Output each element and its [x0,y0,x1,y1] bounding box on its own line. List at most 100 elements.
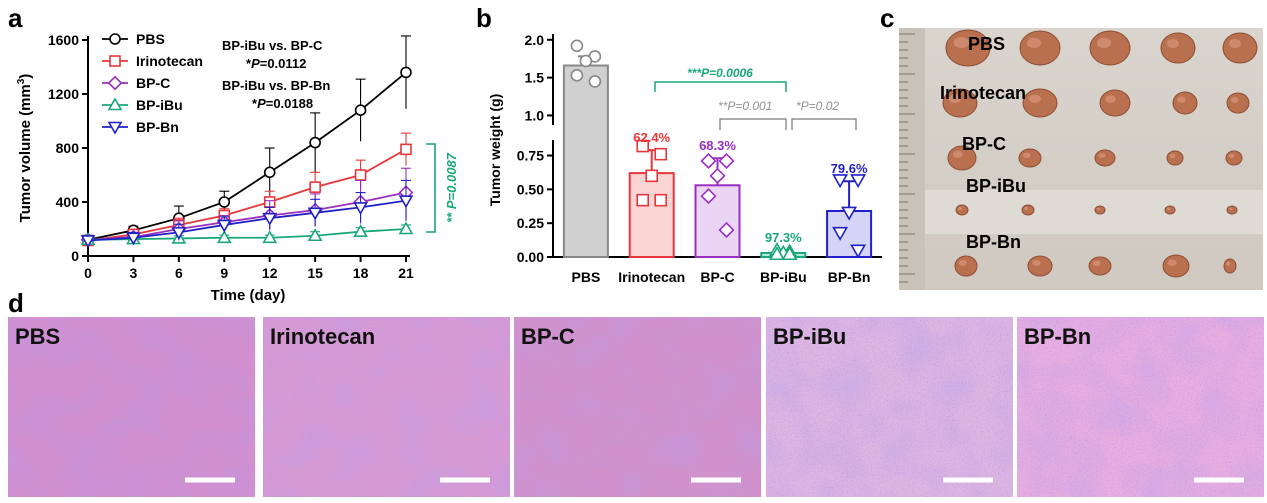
histology-label: BP-C [521,324,575,349]
data-point [398,221,414,235]
bar [562,64,609,258]
x-tick-label: 9 [220,265,228,281]
significance-bracket-a [426,143,436,233]
tumor [1094,149,1116,167]
category-label: BP-Bn [828,269,871,285]
data-point [353,202,368,216]
inhibition-label: 79.6% [831,161,868,176]
x-tick-label: 15 [307,265,323,281]
panel-label-b: b [476,3,492,33]
bar [628,172,675,258]
tumor-highlight [1027,37,1041,49]
data-point [579,54,593,68]
bar-group-pbs: PBS [562,39,609,285]
y-tick-label: 1600 [48,32,79,48]
bar-group-bp-bn: BP-Bn 79.6% [826,161,873,285]
data-point [570,39,584,53]
annotation-p-0112: *P=0.0112 [246,56,306,71]
data-point [307,207,323,221]
data-point [850,174,867,189]
tumor-highlight [1032,260,1041,266]
tumor-highlight [1230,97,1239,103]
data-point [80,235,96,249]
tumor-highlight [1228,39,1241,48]
tumor [1226,205,1238,215]
tumor-highlight [952,150,963,158]
tumor-highlight [1028,94,1041,104]
tumor [1160,32,1196,64]
data-point [400,66,412,79]
tumor-highlight [953,37,970,48]
tumor-highlight [958,260,967,266]
tumor [1223,258,1237,274]
tumor-highlight [1105,95,1116,103]
data-point [262,212,278,226]
legend-label: BP-Bn [136,119,179,135]
ylabel-tumor-weight: Tumor weight (g) [487,94,503,207]
y-tick-label: 1.0 [525,107,545,123]
data-point [700,188,717,205]
data-point [850,244,867,259]
data-point [262,230,278,244]
data-point [218,196,231,208]
tumor-volume-axes: 0 400 800 1200 1600 0 3 6 9 12 15 18 21 [48,32,414,281]
tumor-volume-series [80,35,414,249]
x-tick-label: 12 [262,265,278,281]
histology-panel-bp-ibu: BP-iBu [766,317,1013,497]
data-point [354,169,367,181]
inhibition-label: 68.3% [699,138,736,153]
series-line [87,191,407,241]
tumor-highlight [1022,152,1031,158]
tissue-nuclei-texture [766,317,1013,497]
data-point [636,193,650,207]
annotation-bpibu-vs-bpbn: BP-iBu vs. BP-Bn [222,78,330,93]
category-label: Irinotecan [618,269,685,285]
data-point [588,75,602,88]
data-point [400,143,412,156]
sig-bracket-irinotecan-bpibu [654,81,787,92]
legend-item-bp-c: BP-C [102,75,170,91]
y-tick-label: 800 [56,140,80,156]
data-point [841,206,858,221]
xlabel-time: Time (day) [211,287,286,304]
data-point [781,246,798,261]
legend-item-bp-ibu: BP-iBu [102,97,183,113]
data-point [126,232,141,246]
bar-group-bp-c: BP-C 68.3% [694,138,741,285]
tumor-highlight [1096,207,1101,210]
photo-paper-strip [899,190,1263,234]
x-tick-label: 3 [130,265,138,281]
category-label: PBS [572,269,601,285]
x-tick-label: 21 [398,265,414,281]
data-point [570,69,584,82]
tumor-highlight [948,94,961,104]
bar-group-irinotecan: Irinotecan 62.4% [618,130,685,285]
series-line [87,71,407,241]
tumor-highlight [1228,207,1233,210]
histology-panel-irinotecan: Irinotecan [263,317,510,497]
ruler [899,28,925,290]
tumor-highlight [1098,153,1106,159]
data-point [654,147,668,161]
ylabel-tumor-volume: Tumor volume (mm3) [16,74,34,223]
data-point [353,224,368,237]
sig-text-001: **P=0.001 [718,99,772,113]
photo-label-bpibu: BP-iBu [966,176,1026,196]
annotation-bpibu-vs-bpc: BP-iBu vs. BP-C [222,38,323,53]
sig-text-0006: ***P=0.0006 [687,66,753,80]
sig-bracket-bpc-bpibu [719,118,787,130]
tumor [1166,150,1184,166]
series-line [87,199,407,242]
photo-label-bpbn: BP-Bn [966,232,1021,252]
data-point [263,166,276,179]
tumor [954,255,978,277]
y-tick-label: 2.0 [525,32,545,48]
data-point [216,219,232,233]
tumor-highlight [1092,260,1101,266]
tumor [1027,255,1053,277]
tumor-highlight [1169,153,1176,158]
data-point [309,136,321,149]
tumor [1099,89,1131,117]
legend-item-irinotecan: Irinotecan [102,53,203,69]
